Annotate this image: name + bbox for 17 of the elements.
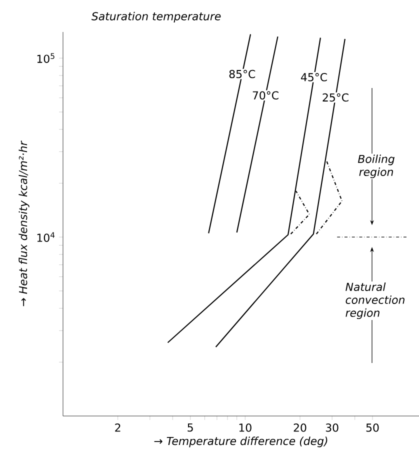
annotation: Boiling region bbox=[358, 154, 394, 178]
x-tick-label: 10 bbox=[239, 424, 252, 432]
x-axis-title: → Temperature difference (deg) bbox=[154, 436, 328, 448]
series-label: 85°C bbox=[229, 70, 256, 78]
x-tick-label: 50 bbox=[366, 424, 379, 432]
annotation: Natural convection region bbox=[346, 282, 404, 320]
chart-title: Saturation temperature bbox=[92, 12, 221, 22]
y-axis-title: → Heat flux density kcal/m²·hr bbox=[18, 140, 30, 306]
series-label: 45°C bbox=[300, 73, 327, 82]
y-tick-label: 10$^{4}$ bbox=[37, 232, 55, 242]
y-tick-label: 10$^{5}$ bbox=[37, 53, 54, 63]
series-label: 25°C bbox=[322, 93, 348, 102]
x-tick-label: 2 bbox=[115, 424, 120, 432]
x-tick-label: 30 bbox=[326, 424, 338, 432]
x-tick-label: 20 bbox=[294, 424, 306, 432]
series-label: 70°C bbox=[252, 91, 278, 100]
x-tick-label: 5 bbox=[188, 424, 193, 432]
